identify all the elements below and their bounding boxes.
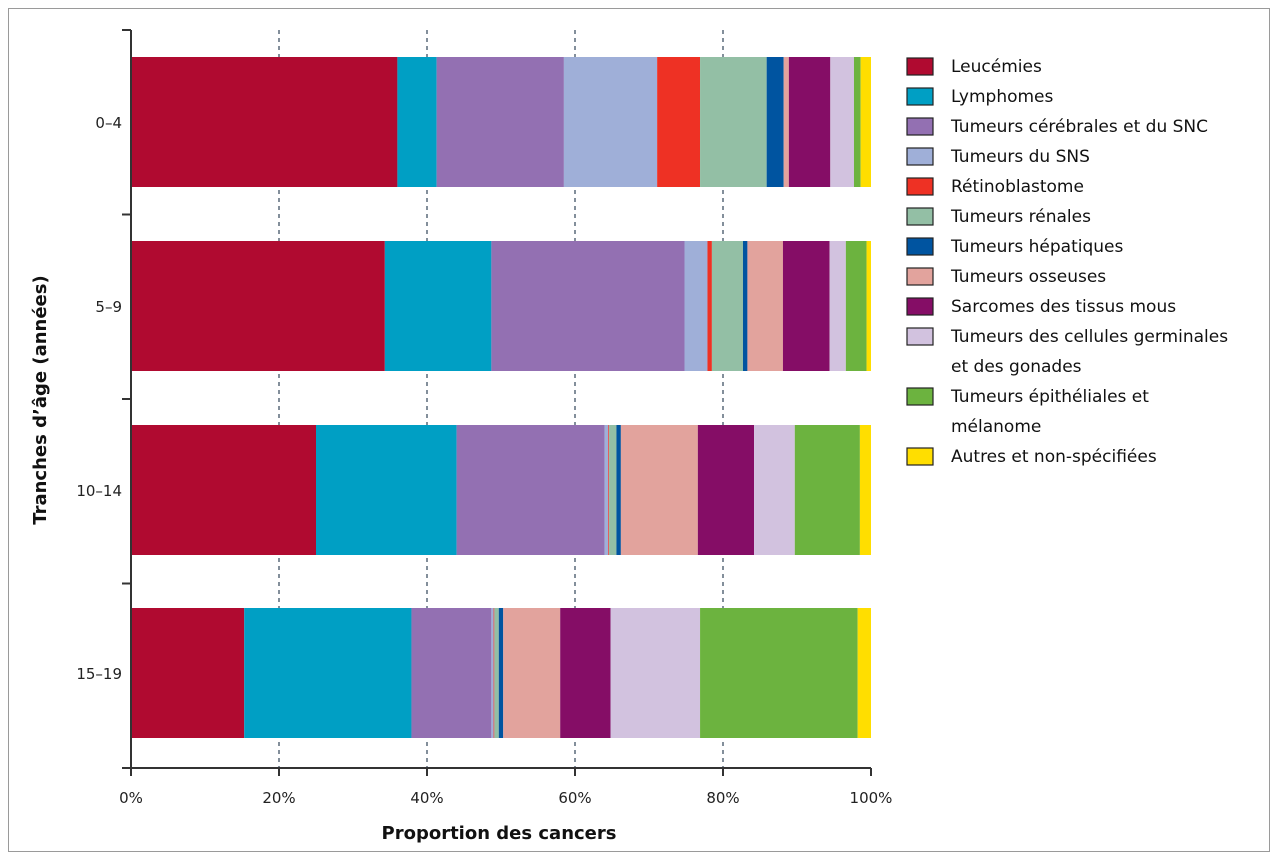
legend-swatch [906,387,934,406]
x-tick-label: 40% [410,789,443,807]
legend-swatch [906,117,934,136]
bar-segment [494,608,499,738]
bar-segment [783,57,789,187]
legend-label: Tumeurs des cellules germinales [950,327,1228,347]
legend-swatch [906,87,934,106]
bar-segment [857,608,871,738]
bar-segment [794,425,860,555]
bar-segment [491,608,494,738]
bar-segment [493,608,495,738]
legend-label: Leucémies [951,57,1042,77]
legend-label: mélanome [951,417,1041,437]
bar-segment [609,425,617,555]
bar-segment [829,241,846,371]
y-tick-label: 15–19 [76,665,122,683]
legend-label: Tumeurs osseuses [950,267,1106,287]
bar-segment [697,425,755,555]
bar-segment [610,608,701,738]
y-tick-label: 0–4 [95,114,122,132]
legend-swatch [906,327,934,346]
bar-segment [131,241,385,371]
x-tick-label: 80% [706,789,739,807]
bar-segment [742,241,748,371]
x-tick-label: 100% [850,789,893,807]
bar-segment [498,608,504,738]
legend-swatch [906,207,934,226]
legend-swatch [906,267,934,286]
bar-segment [244,608,412,738]
axes: 0% 20% 40% 60% 80% 100% 0–4 5–9 10–14 15–19 [76,29,893,807]
bar-segment [782,241,830,371]
legend-label: Tumeurs du SNS [950,147,1090,167]
bar-segment [604,425,609,555]
x-tick-label: 0% [119,789,143,807]
bar-segment [845,241,867,371]
bar-segment [860,57,871,187]
bar-segment [620,425,698,555]
legend-label: Sarcomes des tissus mous [951,297,1176,317]
bar-segment [503,608,561,738]
legend-label: Tumeurs hépatiques [950,237,1123,257]
x-axis-title: Proportion des cancers [382,823,617,844]
bar-segment [384,241,492,371]
bar-segment [436,57,564,187]
bar-segment [866,241,871,371]
legend-label: Lymphomes [951,87,1054,107]
legend-swatch [906,447,934,466]
legend-label: et des gonades [951,357,1082,377]
bar-segment [700,608,858,738]
bar-segment [131,608,245,738]
bar-segment [657,57,701,187]
legend-label: Tumeurs épithéliales et [950,387,1149,407]
x-tick-label: 60% [558,789,591,807]
bar-segment [766,57,784,187]
legend-label: Autres et non-spécifiées [951,447,1157,467]
legend-label: Tumeurs rénales [950,207,1091,227]
bar-segment [411,608,492,738]
bars [131,57,871,738]
legend-swatch [906,237,934,256]
bar-segment [788,57,831,187]
x-tick-label: 20% [262,789,295,807]
legend-swatch [906,177,934,196]
legend-label: Tumeurs cérébrales et du SNC [950,117,1208,137]
y-tick-label: 5–9 [95,298,122,316]
bar-segment [859,425,871,555]
bar-segment [711,241,743,371]
bar-segment [456,425,605,555]
bar-segment [830,57,854,187]
chart-frame [8,8,1270,852]
y-axis-title: Tranches d’âge (années) [30,275,51,524]
legend-swatch [906,147,934,166]
bar-segment [131,425,316,555]
legend-label: Rétinoblastome [951,177,1084,197]
bar-segment [316,425,457,555]
bar-segment [131,57,398,187]
bar-segment [608,425,610,555]
bar-segment [616,425,621,555]
legend: Leucémies Lymphomes Tumeurs cérébrales et … [906,57,1228,467]
bar-segment [491,241,685,371]
legend-swatch [906,57,934,76]
bar-segment [563,57,658,187]
bar-segment [397,57,437,187]
legend-swatch [906,297,934,316]
bar-segment [853,57,861,187]
bar-segment [700,57,767,187]
bar-segment [747,241,783,371]
bar-segment [684,241,708,371]
y-tick-label: 10–14 [76,482,122,500]
bar-segment [560,608,611,738]
bar-segment [707,241,712,371]
bar-segment [754,425,795,555]
